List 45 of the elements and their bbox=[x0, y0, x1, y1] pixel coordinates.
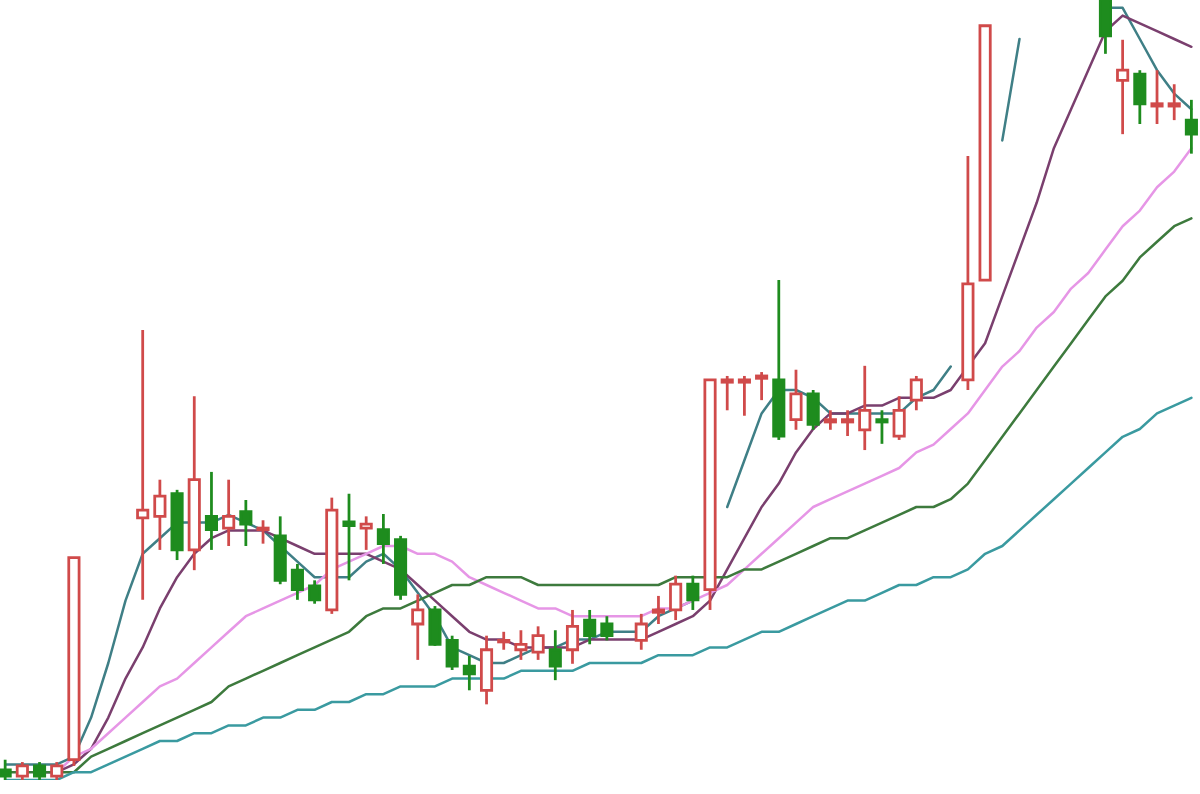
candlestick bbox=[1133, 68, 1147, 126]
candlestick bbox=[755, 370, 769, 402]
candlestick bbox=[376, 512, 390, 566]
candlestick bbox=[720, 374, 734, 412]
candlestick bbox=[583, 608, 597, 646]
candlestick bbox=[823, 408, 837, 432]
candlestick bbox=[359, 514, 373, 552]
candlestick bbox=[153, 478, 167, 552]
candlestick bbox=[686, 574, 700, 612]
candlestick bbox=[308, 578, 322, 606]
candlestick bbox=[1098, 0, 1112, 56]
candlestick bbox=[858, 364, 872, 452]
candlestick bbox=[479, 634, 494, 706]
candlestick bbox=[669, 574, 683, 622]
candlestick bbox=[1167, 82, 1181, 122]
candlestick bbox=[204, 470, 219, 552]
candlestick bbox=[1150, 68, 1164, 126]
candlestick bbox=[806, 388, 820, 432]
candlestick bbox=[600, 614, 614, 642]
candlestick bbox=[342, 492, 356, 582]
candlestick bbox=[875, 408, 889, 446]
candlestick bbox=[222, 478, 236, 548]
candlestick bbox=[514, 628, 528, 662]
candlestick bbox=[548, 628, 562, 682]
candlestick bbox=[136, 328, 150, 602]
candlestick bbox=[909, 374, 923, 412]
candlestick bbox=[841, 408, 855, 438]
candlestick bbox=[565, 608, 580, 666]
candlestick bbox=[428, 604, 442, 648]
candlestick bbox=[1116, 38, 1130, 136]
candlestick bbox=[892, 394, 906, 442]
candlestick bbox=[531, 624, 545, 662]
candlestick bbox=[737, 374, 751, 418]
candlestick bbox=[651, 594, 665, 626]
candlestick bbox=[0, 758, 12, 782]
candlestick bbox=[1184, 98, 1198, 156]
candlestick bbox=[445, 634, 459, 672]
candlestick bbox=[462, 654, 476, 692]
candlestick bbox=[273, 514, 287, 586]
candlestick bbox=[634, 612, 648, 652]
candlestick bbox=[239, 498, 253, 548]
candlestick bbox=[789, 368, 803, 432]
candlestick bbox=[290, 562, 304, 602]
candlestick bbox=[256, 518, 270, 546]
candlestick bbox=[411, 592, 425, 662]
